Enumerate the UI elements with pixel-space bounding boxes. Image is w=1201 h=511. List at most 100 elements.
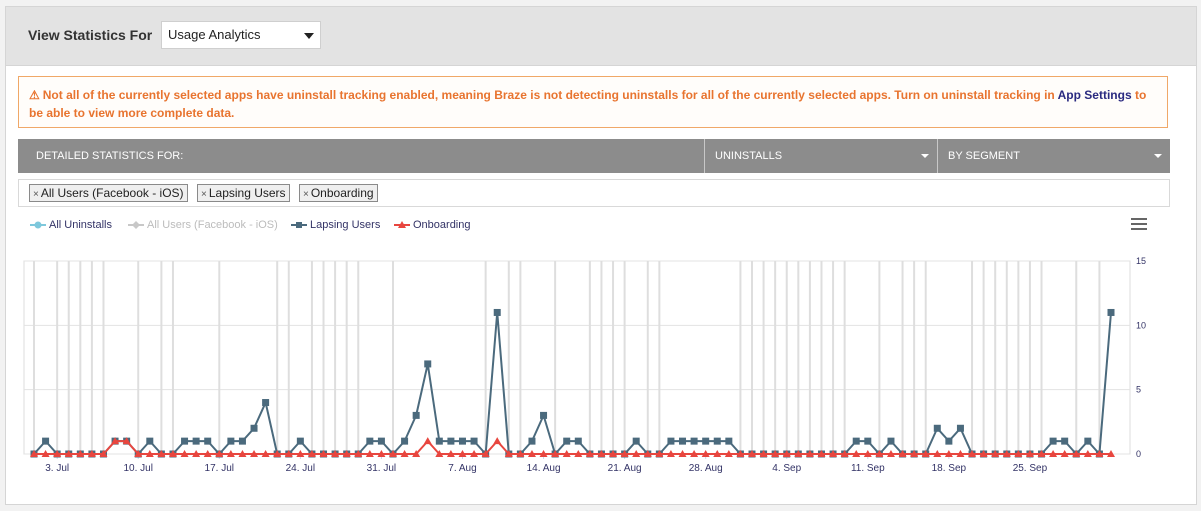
x-tick-label: 14. Aug [527, 463, 561, 474]
chart-menu-icon[interactable] [1131, 218, 1147, 232]
onboarding-point [365, 450, 374, 457]
app-settings-link[interactable]: App Settings [1057, 88, 1132, 102]
onboarding-point [968, 450, 977, 457]
onboarding-point [585, 450, 594, 457]
lapsing-users-point [401, 437, 409, 445]
onboarding-point [1014, 450, 1023, 457]
onboarding-point [354, 450, 363, 457]
lapsing-users-point [852, 437, 860, 445]
metric-dropdown-caret-icon [921, 154, 929, 158]
onboarding-point [331, 450, 340, 457]
onboarding-point [921, 450, 930, 457]
onboarding-point [713, 450, 722, 457]
remove-tag-icon[interactable]: × [201, 189, 207, 200]
x-tick-label: 31. Jul [367, 463, 396, 474]
breakdown-dropdown[interactable]: BY SEGMENT [937, 139, 1170, 173]
statistics-type-value: Usage Analytics [168, 27, 261, 42]
lapsing-users-point [238, 437, 246, 445]
onboarding-point [863, 450, 872, 457]
onboarding-point [377, 450, 386, 457]
onboarding-point [250, 450, 259, 457]
legend-item-all-users[interactable]: All Users (Facebook - iOS) [128, 219, 278, 231]
x-tick-label: 24. Jul [286, 463, 315, 474]
onboarding-point [956, 450, 965, 457]
remove-tag-icon[interactable]: × [303, 189, 309, 200]
lapsing-users-point [713, 437, 721, 445]
diamond-marker-icon [128, 221, 144, 230]
remove-tag-icon[interactable]: × [33, 189, 39, 200]
x-tick-label: 18. Sep [932, 463, 967, 474]
onboarding-point [933, 450, 942, 457]
onboarding-point [180, 450, 189, 457]
breakdown-dropdown-caret-icon [1154, 154, 1162, 158]
lapsing-users-point [181, 437, 189, 445]
onboarding-point [852, 450, 861, 457]
lapsing-users-point [1084, 437, 1092, 445]
onboarding-point [666, 450, 675, 457]
segment-tag[interactable]: × Lapsing Users [197, 184, 290, 202]
onboarding-point [192, 450, 201, 457]
onboarding-point [296, 450, 305, 457]
x-tick-label: 21. Aug [608, 463, 642, 474]
lapsing-users-point [702, 437, 710, 445]
lapsing-users-point [250, 424, 258, 432]
statistics-type-select[interactable]: Usage Analytics [161, 21, 321, 49]
onboarding-point [1095, 450, 1104, 457]
lapsing-users-point [1061, 437, 1069, 445]
square-marker-icon [291, 222, 307, 229]
metric-dropdown[interactable]: UNINSTALLS [704, 139, 937, 173]
legend-item-lapsing-users[interactable]: Lapsing Users [291, 219, 380, 231]
lapsing-users-point [690, 437, 698, 445]
lapsing-users-point [956, 424, 964, 432]
onboarding-point [53, 450, 62, 457]
onboarding-point [829, 450, 838, 457]
onboarding-point [1002, 450, 1011, 457]
onboarding-point [111, 437, 120, 445]
x-tick-label: 4. Sep [772, 463, 801, 474]
lapsing-users-point [574, 437, 582, 445]
onboarding-point [516, 450, 525, 457]
lapsing-users-point [262, 399, 270, 407]
segment-tag[interactable]: × Onboarding [299, 184, 378, 202]
legend-item-all-uninstalls[interactable]: All Uninstalls [30, 219, 112, 231]
lapsing-users-series-line [33, 311, 1112, 455]
lapsing-users-point [366, 437, 374, 445]
onboarding-point [620, 450, 629, 457]
plot-area [23, 260, 1131, 455]
onboarding-point [446, 450, 455, 457]
lapsing-users-point [540, 411, 548, 419]
onboarding-point [423, 437, 432, 445]
detailed-statistics-bar: DETAILED STATISTICS FOR: UNINSTALLS BY S… [18, 139, 1170, 173]
lapsing-users-point [725, 437, 733, 445]
circle-marker-icon [30, 221, 46, 229]
onboarding-point [898, 450, 907, 457]
onboarding-point [481, 450, 490, 457]
onboarding-point [1060, 450, 1069, 457]
dropdown-caret-icon [304, 33, 314, 39]
onboarding-point [527, 450, 536, 457]
onboarding-point [215, 450, 224, 457]
segment-tag-input[interactable]: × All Users (Facebook - iOS) × Lapsing Use… [18, 179, 1170, 207]
onboarding-point [412, 450, 421, 457]
onboarding-point [632, 450, 641, 457]
legend-item-onboarding[interactable]: Onboarding [394, 219, 471, 231]
segment-tag-label: Onboarding [310, 186, 374, 200]
lapsing-users-point [146, 437, 154, 445]
lapsing-users-point [470, 437, 478, 445]
legend-label: Lapsing Users [310, 219, 381, 231]
onboarding-point [493, 437, 502, 445]
segment-tag-label: All Users (Facebook - iOS) [40, 186, 184, 200]
onboarding-point [991, 450, 1000, 457]
onboarding-point [238, 450, 247, 457]
lapsing-users-point [679, 437, 687, 445]
x-tick-label: 3. Jul [45, 463, 69, 474]
triangle-marker-icon [394, 221, 410, 229]
x-tick-label: 7. Aug [448, 463, 476, 474]
onboarding-point [910, 450, 919, 457]
onboarding-point [64, 450, 73, 457]
x-tick-label: 25. Sep [1013, 463, 1048, 474]
onboarding-point [551, 450, 560, 457]
segment-tag[interactable]: × All Users (Facebook - iOS) [29, 184, 188, 202]
onboarding-point [122, 437, 131, 445]
